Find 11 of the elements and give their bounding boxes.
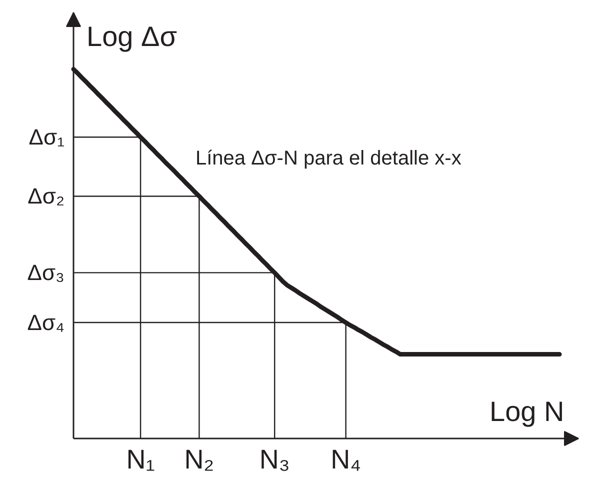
x-tick-label: N₄	[330, 444, 362, 474]
annotation: Línea Δσ-N para el detalle x-x	[196, 148, 462, 170]
ref-line-label: Δσ₄	[27, 310, 65, 336]
ref-line-label: Δσ₁	[28, 124, 65, 150]
ref-line-label: Δσ₂	[28, 184, 65, 209]
x-axis-title: Log N	[490, 396, 564, 427]
ref-line-label: Δσ₃	[27, 260, 64, 286]
x-tick-label: N₁	[126, 444, 155, 474]
y-axis-title: Log Δσ	[86, 21, 177, 52]
x-tick-label: N₃	[259, 444, 290, 474]
x-tick-label: N₂	[184, 444, 214, 474]
